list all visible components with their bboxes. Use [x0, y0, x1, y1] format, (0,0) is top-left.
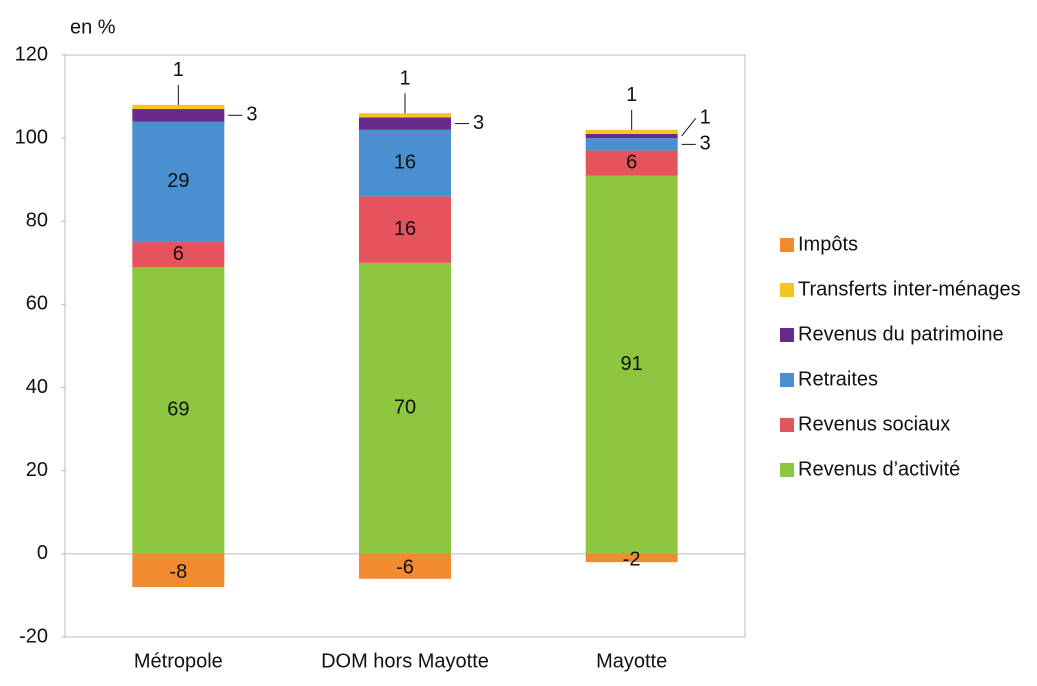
y-axis-label: en % [70, 16, 116, 38]
bar-segment [132, 121, 225, 243]
bar-segment [585, 553, 678, 563]
bar-segment [132, 242, 225, 268]
data-label: 1 [173, 59, 184, 81]
data-label: 6 [173, 243, 184, 265]
y-tick-label: -20 [19, 625, 48, 647]
bar-segment [359, 117, 451, 130]
data-label: 29 [167, 170, 189, 192]
bar-segment [585, 150, 678, 176]
data-label: -6 [396, 557, 414, 579]
bar-segment [359, 553, 451, 579]
x-tick-label: DOM hors Mayotte [321, 650, 489, 672]
bar-segment [359, 129, 451, 197]
legend-swatch [780, 373, 794, 387]
bar-segment [132, 109, 225, 122]
bar-segment [132, 267, 225, 554]
data-label: 16 [394, 151, 416, 173]
data-label: -8 [169, 561, 187, 583]
legend-label: Impôts [798, 233, 858, 255]
bar-segment [585, 175, 678, 554]
bar-segment [132, 104, 225, 110]
data-label: 1 [399, 67, 410, 89]
bar-segment [585, 133, 678, 139]
data-label: 69 [167, 399, 189, 421]
bar-segment [359, 113, 451, 118]
data-label: -2 [623, 548, 641, 570]
y-tick-label: 20 [26, 459, 48, 481]
legend-swatch [780, 463, 794, 477]
data-label: 1 [626, 84, 637, 106]
y-tick-label: 0 [37, 542, 48, 564]
bar-segment [585, 138, 678, 151]
leader-line [681, 118, 697, 137]
legend-swatch [780, 328, 794, 342]
y-tick-label: 40 [26, 376, 48, 398]
data-label: 16 [394, 218, 416, 240]
data-label: 6 [626, 151, 637, 173]
data-label: 3 [473, 112, 484, 134]
y-tick-label: 120 [15, 43, 48, 65]
legend-label: Retraites [798, 368, 878, 390]
legend-label: Transferts inter-ménages [798, 278, 1021, 300]
bar-segment [132, 553, 225, 588]
data-label: 70 [394, 397, 416, 419]
y-tick-label: 80 [26, 210, 48, 232]
legend-swatch [780, 238, 794, 252]
legend-label: Revenus sociaux [798, 413, 950, 435]
legend-label: Revenus d’activité [798, 458, 960, 480]
data-label: 1 [700, 107, 711, 129]
plot-frame [64, 54, 746, 638]
data-label: 3 [700, 133, 711, 155]
legend-swatch [780, 418, 794, 432]
x-tick-label: Métropole [134, 650, 223, 672]
legend-swatch [780, 283, 794, 297]
y-tick-label: 60 [26, 293, 48, 315]
bar-segment [359, 262, 451, 554]
bar-segment [585, 129, 678, 134]
data-label: 91 [621, 353, 643, 375]
bar-segment [359, 196, 451, 263]
legend-label: Revenus du patrimoine [798, 323, 1004, 345]
x-tick-label: Mayotte [596, 650, 667, 672]
data-label: 3 [246, 104, 257, 126]
y-tick-label: 100 [15, 126, 48, 148]
